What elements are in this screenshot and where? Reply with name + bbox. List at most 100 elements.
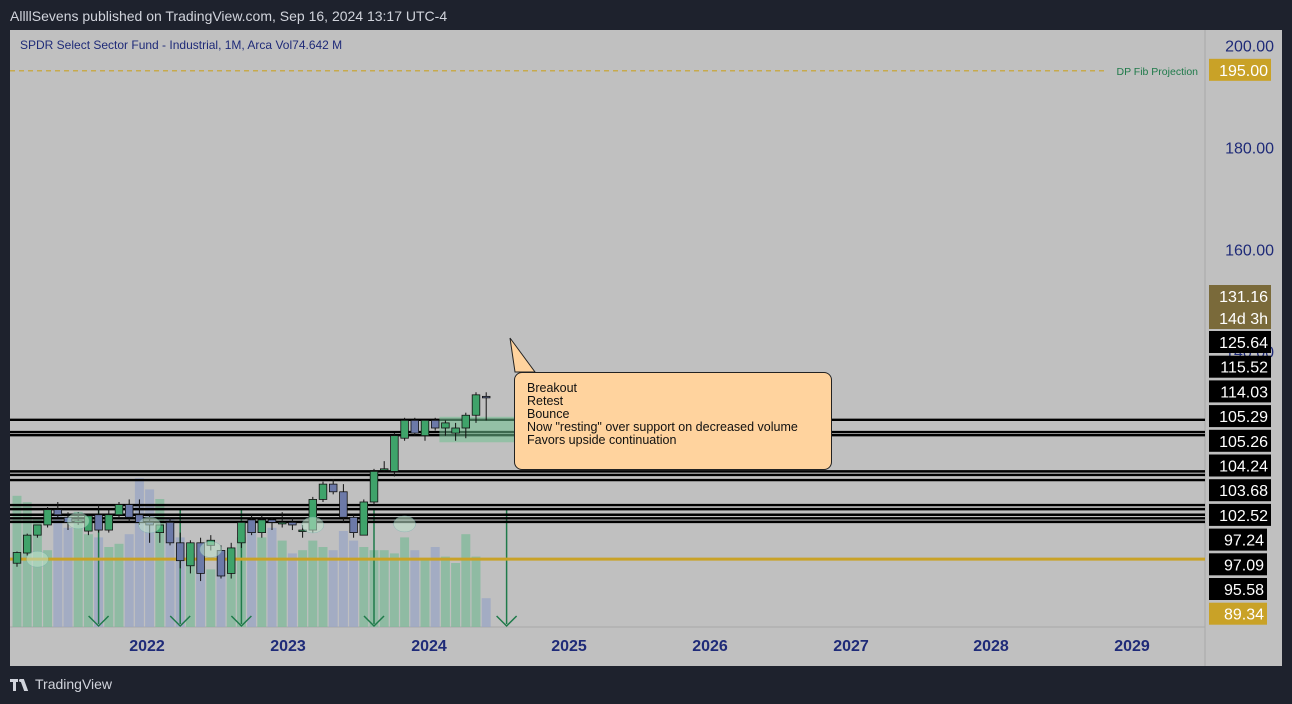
candle-body <box>196 542 205 574</box>
volume-bar <box>206 569 216 627</box>
volume-bar <box>73 511 83 627</box>
price-label-box <box>1209 528 1267 551</box>
x-tick-label: 2029 <box>1114 638 1150 655</box>
price-label-text: 115.52 <box>1220 360 1268 377</box>
volume-bar <box>114 543 124 627</box>
volume-bar <box>22 502 32 627</box>
volume-bar <box>83 534 93 627</box>
candle-body <box>471 394 481 416</box>
candle-body <box>390 435 399 472</box>
footer-brand[interactable]: TradingView <box>10 676 112 696</box>
candle-body <box>175 542 185 562</box>
callout-line: Now "resting" over support on decreased … <box>527 420 798 434</box>
volume-bar <box>247 524 257 627</box>
volume-bar <box>420 559 430 627</box>
volume-bar <box>63 527 73 627</box>
tradingview-logo-icon <box>10 679 30 692</box>
retest-marker <box>138 516 161 534</box>
candle-body <box>226 547 236 574</box>
volume-legend-value: 74.642 M <box>292 38 343 52</box>
candle-body <box>12 552 22 564</box>
price-label-box <box>1209 503 1271 526</box>
chart-legend: SPDR Select Sector Fund - Industrial, 1M… <box>20 38 342 52</box>
price-label-box <box>1209 454 1271 477</box>
retest-marker <box>301 516 325 534</box>
x-tick-label: 2026 <box>692 638 728 655</box>
price-label-box <box>1209 355 1271 378</box>
candle-body <box>267 519 277 523</box>
volume-bar <box>226 550 236 627</box>
price-label-box <box>1209 285 1271 307</box>
volume-arrow-head <box>169 615 191 628</box>
volume-bar <box>328 550 338 627</box>
retest-marker <box>199 541 223 558</box>
candle-body <box>288 521 297 526</box>
volume-bar <box>165 518 175 627</box>
y-tick-label: 160.00 <box>1225 242 1274 259</box>
volume-bar <box>410 550 420 627</box>
volume-arrow-head <box>496 615 518 628</box>
price-label-box <box>1209 602 1267 625</box>
retest-marker <box>66 512 90 530</box>
price-label-box <box>1209 307 1271 329</box>
volume-bar <box>287 553 297 627</box>
candle-body <box>104 514 113 531</box>
candle-body <box>359 501 368 536</box>
callout-line: Breakout <box>527 381 578 395</box>
symbol-legend: SPDR Select Sector Fund - Industrial, 1M… <box>20 38 273 52</box>
volume-arrow-head <box>363 615 385 628</box>
volume-bar <box>389 553 399 627</box>
callout-line: Favors upside continuation <box>527 433 677 447</box>
price-label-text: 131.16 <box>1219 289 1268 306</box>
volume-arrow-head <box>88 615 110 628</box>
x-tick-label: 2027 <box>833 638 869 655</box>
candle-body <box>400 419 409 439</box>
volume-bar <box>471 556 481 627</box>
volume-bar <box>104 547 114 627</box>
volume-bar <box>43 550 53 627</box>
volume-arrow-head <box>230 615 252 628</box>
callout-line: Retest <box>527 394 564 408</box>
price-label-box <box>1209 331 1271 353</box>
volume-bar <box>440 556 450 627</box>
price-label-box <box>1209 553 1267 576</box>
candle-body <box>328 483 338 493</box>
price-label-text: 125.64 <box>1219 335 1268 352</box>
volume-bar <box>451 563 461 627</box>
volume-bar <box>298 550 308 627</box>
retest-marker <box>393 515 416 533</box>
candle-body <box>379 468 389 471</box>
price-label-text: 97.09 <box>1224 557 1264 574</box>
volume-bar <box>379 550 389 627</box>
volume-bar <box>134 478 144 627</box>
price-label-text: 105.26 <box>1219 434 1268 451</box>
header-bar: AllllSevens published on TradingView.com… <box>0 0 1292 30</box>
retest-marker <box>26 550 49 568</box>
price-label-text: 102.52 <box>1219 508 1268 525</box>
price-label-box <box>1209 380 1271 403</box>
price-label-text: 104.24 <box>1219 459 1268 476</box>
candle-body <box>339 491 348 518</box>
y-tick-label: 200.00 <box>1225 38 1274 55</box>
candle-body <box>410 419 419 434</box>
volume-bar <box>32 518 42 627</box>
candle-body <box>165 521 175 544</box>
candle-body <box>22 534 32 554</box>
candle-body <box>451 427 460 434</box>
price-label-text: 195.00 <box>1219 63 1268 80</box>
candle-body <box>247 519 256 534</box>
volume-bar <box>196 566 206 627</box>
candle-body <box>237 521 246 544</box>
price-label-text: 14d 3h <box>1219 311 1268 328</box>
candle-body <box>257 519 266 534</box>
volume-bar <box>318 547 328 627</box>
attribution-text: AllllSevens published on TradingView.com… <box>10 8 448 24</box>
price-chart[interactable]: DP Fib Projection200.00180.00160.00140.0… <box>10 30 1282 666</box>
candle-body <box>277 521 287 525</box>
price-label-text: 103.68 <box>1219 483 1268 500</box>
volume-legend-label: Vol <box>275 38 293 52</box>
price-label-text: 97.24 <box>1224 533 1264 550</box>
annotation-callout[interactable]: Breakout Retest Bounce Now "resting" ove… <box>514 372 832 470</box>
volume-bar <box>430 547 440 627</box>
volume-bar <box>185 553 195 627</box>
